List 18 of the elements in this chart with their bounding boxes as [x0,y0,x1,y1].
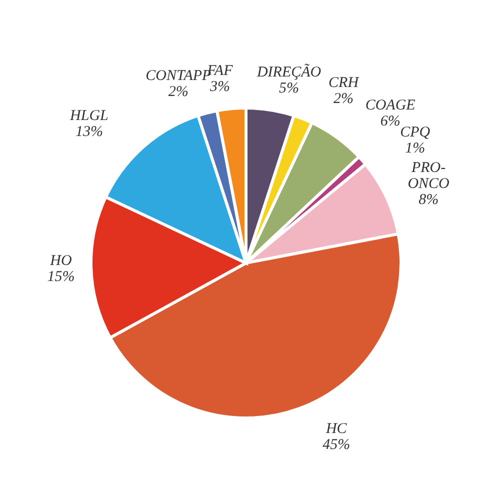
data-label: 15% [47,268,75,285]
data-label: 13% [75,124,103,140]
slice-label: HLGL [69,108,108,124]
slice-label: DIREÇÃO [256,63,322,80]
data-label: 6% [380,113,400,130]
data-label: 3% [208,78,230,95]
slice-label: PRO-ONCO [408,160,450,192]
slice-label: CRH [328,74,360,91]
data-label: 2% [334,90,354,107]
slice-label: CPQ [400,124,430,141]
slice-label: HC [324,421,348,438]
slice-label: COAGE [365,97,416,114]
data-label: 1% [405,140,426,157]
data-label: 2% [168,84,188,100]
data-label: 5% [279,80,300,96]
slice-label: HO [49,252,72,269]
data-label: 8% [418,192,439,208]
data-label: 45% [322,437,350,454]
